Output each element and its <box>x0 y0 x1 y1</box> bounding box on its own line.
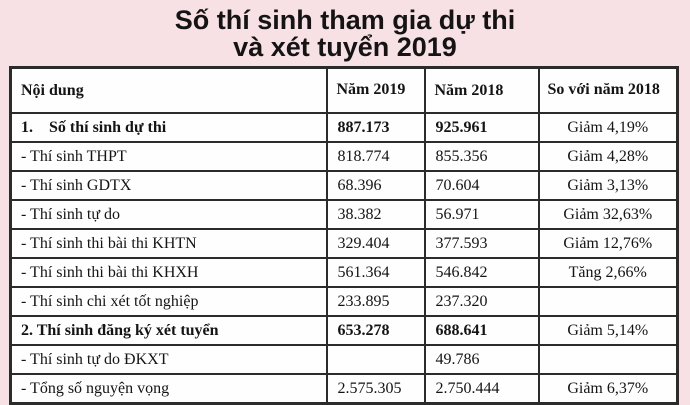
value-2018-cell: 925.961 <box>423 112 540 143</box>
table-row: - Thí sinh chi xét tốt nghiệp 233.895 237.… <box>9 286 679 317</box>
value-2018-cell: 2.750.444 <box>423 373 540 405</box>
value-2018-cell: 855.356 <box>423 141 540 172</box>
comparison-cell: Giảm 12,76% <box>537 228 679 259</box>
value-2019-cell: 233.895 <box>325 286 426 317</box>
row-label-cell: - Thí sinh thi bài thi KHTN <box>9 228 328 259</box>
comparison-cell <box>537 344 679 375</box>
comparison-cell: Giảm 4,19% <box>537 112 679 143</box>
row-label-cell: 1. Số thí sinh dự thi <box>9 112 328 143</box>
page-title-line-2: và xét tuyển 2019 <box>233 32 457 62</box>
comparison-cell: Giảm 32,63% <box>537 199 679 230</box>
comparison-cell: Giảm 4,28% <box>537 141 679 172</box>
value-2018-cell: 49.786 <box>423 344 540 375</box>
table-row: 2. Thí sinh đăng ký xét tuyển 653.278 688.… <box>9 315 679 346</box>
row-label-cell: - Thí sinh GDTX <box>9 170 328 201</box>
value-2018-cell: 56.971 <box>423 199 540 230</box>
value-2019-cell: 2.575.305 <box>325 373 426 405</box>
value-2019-cell: 887.173 <box>325 112 426 143</box>
value-2019-cell: 653.278 <box>325 315 426 346</box>
row-label-cell: - Thí sinh THPT <box>9 141 328 172</box>
row-label-cell: - Thí sinh tự do ĐKXT <box>9 344 328 375</box>
table-row: - Thí sinh GDTX 68.396 70.604 Giảm 3,13% <box>9 170 679 201</box>
table-row: - Thí sinh tự do 38.382 56.971 Giảm 32,63% <box>9 199 679 230</box>
row-label-cell: - Thí sinh tự do <box>9 199 328 230</box>
value-2018-cell: 688.641 <box>423 315 540 346</box>
value-2019-cell: 561.364 <box>325 257 426 288</box>
value-2018-cell: 377.593 <box>423 228 540 259</box>
table-body: 1. Số thí sinh dự thi 887.173 925.961 Giảm … <box>9 112 679 405</box>
column-header-year-2019: Năm 2019 <box>325 66 426 114</box>
table-row: - Thí sinh THPT 818.774 855.356 Giảm 4,28% <box>9 141 679 172</box>
value-2018-cell: 237.320 <box>423 286 540 317</box>
table-row: - Thí sinh thi bài thi KHXH 561.364 546.84… <box>9 257 679 288</box>
value-2019-cell: 329.404 <box>325 228 426 259</box>
statistics-table: Nội dung Năm 2019 Năm 2018 So với năm 20… <box>9 66 679 405</box>
value-2019-cell <box>325 344 426 375</box>
table-row: - Thí sinh thi bài thi KHTN 329.404 377.59… <box>9 228 679 259</box>
column-header-year-2018: Năm 2018 <box>423 66 540 114</box>
value-2018-cell: 546.842 <box>423 257 540 288</box>
page-title-line-1: Số thí sinh tham gia dự thi <box>174 5 516 35</box>
table-row: - Thí sinh tự do ĐKXT 49.786 <box>9 344 679 375</box>
row-label-cell: - Tổng số nguyện vọng <box>9 373 328 405</box>
row-label-cell: 2. Thí sinh đăng ký xét tuyển <box>9 315 328 346</box>
value-2019-cell: 818.774 <box>325 141 426 172</box>
column-header-content: Nội dung <box>9 66 328 114</box>
table-row: - Tổng số nguyện vọng 2.575.305 2.750.444 G… <box>9 373 679 405</box>
table-header-row: Nội dung Năm 2019 Năm 2018 So với năm 20… <box>9 66 679 114</box>
table-row: 1. Số thí sinh dự thi 887.173 925.961 Giảm … <box>9 112 679 143</box>
row-label-cell: - Thí sinh thi bài thi KHXH <box>9 257 328 288</box>
page-title: Số thí sinh tham gia dự thi và xét tuyển… <box>0 0 690 61</box>
comparison-cell: Tăng 2,66% <box>537 257 679 288</box>
value-2019-cell: 68.396 <box>325 170 426 201</box>
row-label-cell: - Thí sinh chi xét tốt nghiệp <box>9 286 328 317</box>
comparison-cell: Giảm 5,14% <box>537 315 679 346</box>
comparison-cell: Giảm 6,37% <box>537 373 679 405</box>
comparison-cell <box>537 286 679 317</box>
column-header-comparison: So với năm 2018 <box>537 66 679 114</box>
value-2018-cell: 70.604 <box>423 170 540 201</box>
value-2019-cell: 38.382 <box>325 199 426 230</box>
comparison-cell: Giảm 3,13% <box>537 170 679 201</box>
